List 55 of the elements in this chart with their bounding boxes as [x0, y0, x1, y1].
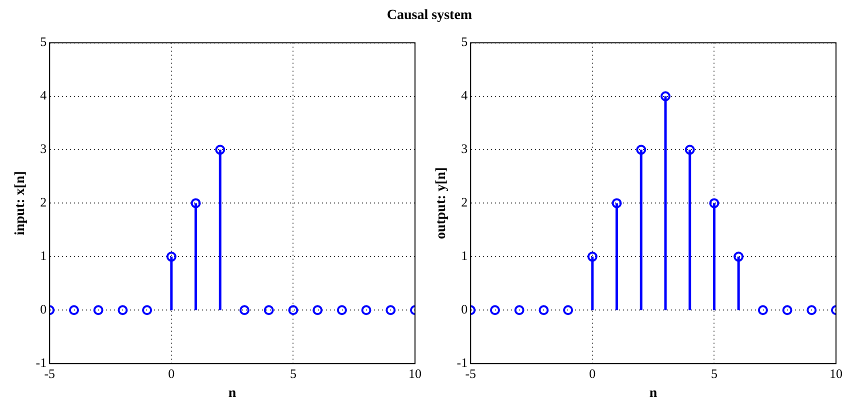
point [239, 305, 250, 316]
point [361, 305, 372, 316]
point [636, 144, 646, 155]
point [758, 305, 768, 316]
x-tick-label: 10 [408, 366, 422, 381]
point [587, 252, 598, 262]
x-tick-label: 5 [710, 366, 718, 381]
point [490, 305, 500, 316]
point [288, 305, 298, 316]
point [166, 252, 176, 262]
point [215, 144, 226, 155]
point [782, 305, 792, 316]
point [514, 305, 524, 316]
y-tick-label: 5 [461, 34, 468, 50]
point [612, 198, 622, 208]
y-tick-label: 0 [461, 302, 468, 317]
y-tick-label: 5 [40, 34, 47, 50]
y-tick-label: 4 [40, 88, 48, 103]
x-tick-label: -5 [465, 366, 476, 381]
point [264, 305, 274, 316]
y-tick-label: 0 [40, 302, 47, 317]
point [386, 305, 396, 316]
y-tick-label: 2 [461, 194, 468, 210]
y-tick-label: 1 [461, 248, 468, 264]
point [538, 305, 549, 316]
point [684, 144, 695, 155]
x-axis-title: n [228, 386, 236, 402]
y-axis-title: output: y[n] [434, 167, 450, 240]
point [734, 252, 744, 262]
chart-title: Causal system [386, 8, 474, 25]
x-tick-label: -5 [44, 366, 56, 381]
point [660, 91, 670, 102]
point [563, 305, 574, 316]
y-tick-label: -1 [36, 355, 47, 370]
y-axis-title: input: x[n] [13, 171, 28, 236]
point [336, 305, 347, 316]
point [312, 305, 323, 316]
y-tick-label: -1 [456, 355, 468, 370]
x-tick-label: 5 [290, 366, 296, 381]
y-tick-label: 3 [461, 141, 468, 156]
x-axis-title: n [649, 386, 658, 402]
point [93, 305, 104, 316]
point [709, 198, 720, 208]
point [68, 305, 79, 316]
y-tick-label: 2 [40, 194, 47, 210]
x-tick-label: 10 [830, 366, 842, 381]
x-tick-label: 0 [589, 366, 596, 381]
y-tick-label: 4 [461, 88, 468, 103]
y-tick-label: 3 [40, 141, 47, 156]
point [118, 305, 128, 316]
point [142, 305, 152, 316]
x-tick-label: 0 [168, 366, 175, 381]
point [190, 198, 201, 208]
point [806, 305, 817, 316]
y-tick-label: 1 [40, 248, 47, 264]
